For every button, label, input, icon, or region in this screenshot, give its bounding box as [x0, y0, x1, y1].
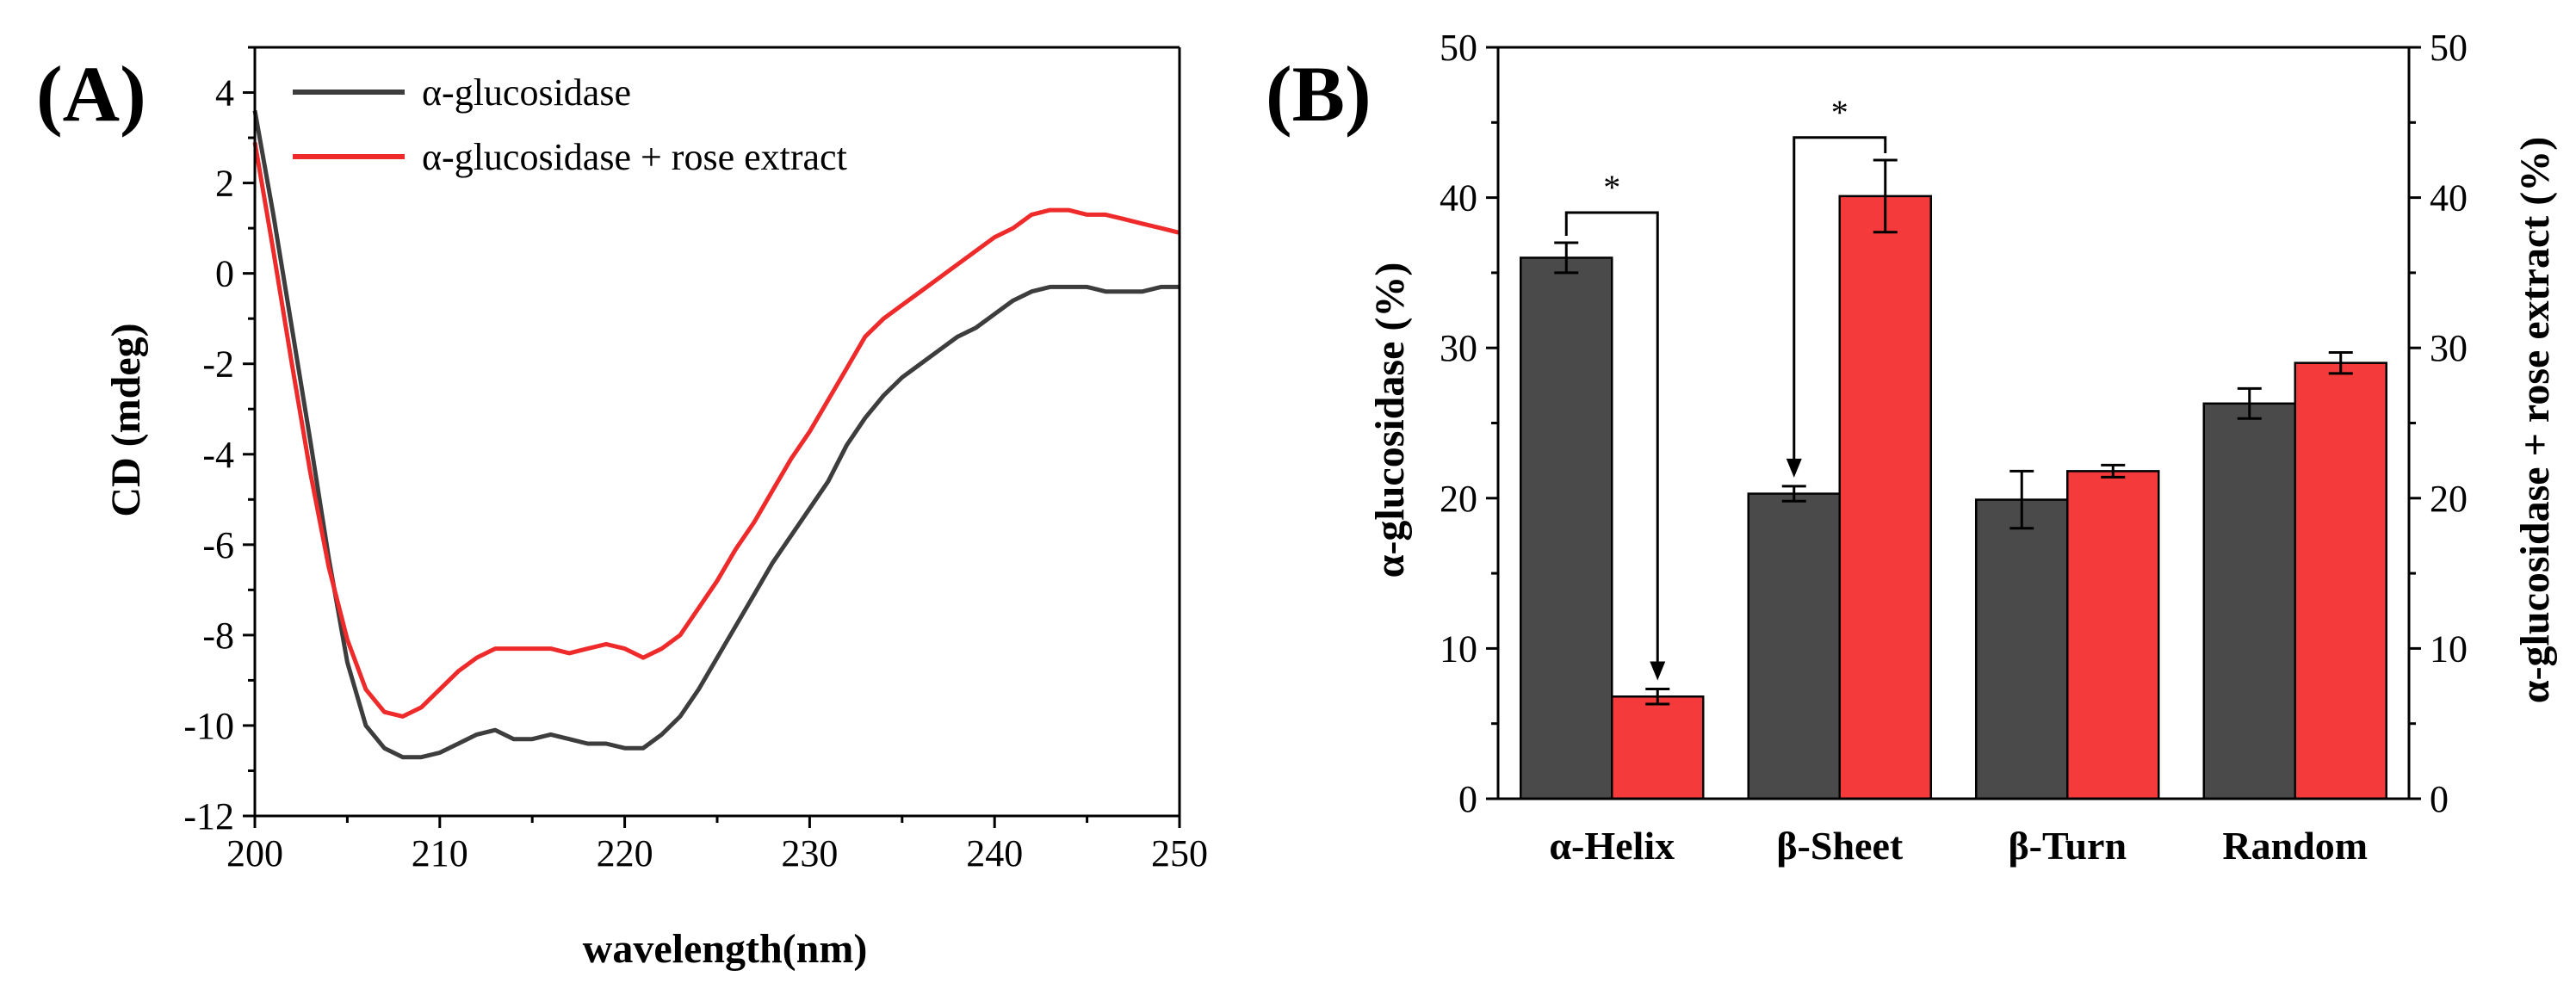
panel-b-right-tick-label: 30	[2430, 327, 2468, 369]
legend-label-1: α-glucosidase + rose extract	[422, 136, 847, 178]
bar-1-3	[2294, 361, 2387, 800]
category-label: Random	[2222, 824, 2368, 868]
category-label: β-Sheet	[1776, 824, 1904, 868]
significance-star-1: *	[1831, 93, 1848, 132]
panel-a-x-tick-label: 200	[226, 832, 283, 874]
panel-a-y-tick-label: -12	[183, 795, 234, 837]
panel-a: (A) 200 210 220 230 240 250-12-10-8-6-4-2024 …	[36, 46, 1208, 972]
panel-b-right-tick-label: 10	[2430, 627, 2468, 670]
cd-series-line-1	[252, 141, 1180, 719]
panel-b-right-axis-title: α-glucosidase + rose extract (%)	[2512, 137, 2558, 703]
panel-a-y-tick-label: 0	[215, 253, 234, 295]
bar-0-0	[1520, 256, 1613, 800]
panel-b-left-tick-label: 0	[1458, 778, 1477, 820]
panel-b-right-tick-label: 20	[2430, 478, 2468, 520]
panel-b-bars	[1520, 158, 2387, 800]
panel-a-y-axis-title: CD (mdeg)	[103, 323, 149, 516]
panel-a-y-tick-label: -10	[183, 705, 234, 747]
panel-a-x-tick-label: 230	[781, 832, 838, 874]
significance-arrowhead-1	[1786, 458, 1802, 478]
bar-0-1	[1747, 492, 1841, 800]
bar-1-1	[1838, 195, 1932, 800]
panel-a-y-tick-label: 2	[215, 163, 234, 205]
panel-a-x-tick-label: 240	[966, 832, 1023, 874]
panel-a-y-tick-label: -4	[202, 434, 234, 476]
significance-bracket-0	[1564, 211, 1659, 665]
panel-a-y-tick-label: 4	[215, 72, 234, 114]
panel-a-legend: α-glucosidase α-glucosidase + rose extrac…	[293, 71, 847, 178]
panel-a-y-tick-label: -6	[202, 524, 234, 566]
cd-series-line-0	[252, 110, 1180, 760]
panel-b-axes: α-Helix β-Sheet β-Turn Random 0 0 10 10 20 20 30 30…	[1440, 27, 2468, 868]
panel-b-left-tick-label: 50	[1440, 27, 1477, 69]
panel-b-left-tick-label: 40	[1440, 177, 1477, 219]
panel-a-y-tick-label: -2	[202, 343, 234, 386]
panel-a-series	[252, 110, 1180, 760]
panel-a-axes: 200 210 220 230 240 250 -12 -10 -8 -6 -4 -2 0 2 4	[183, 46, 1208, 874]
significance-arrowhead-0	[1650, 661, 1666, 681]
significance-bracket-1	[1793, 136, 1887, 462]
panel-b-annotations: **	[1564, 93, 1887, 681]
panel-b-label: (B)	[1266, 50, 1372, 138]
bar-1-2	[2066, 470, 2160, 800]
category-label: β-Turn	[2008, 824, 2127, 868]
panel-a-label: (A)	[36, 50, 146, 138]
panel-a-x-tick-label: 210	[412, 832, 468, 874]
category-label: α-Helix	[1549, 824, 1675, 868]
panel-b-right-tick-label: 40	[2430, 177, 2468, 219]
panel-a-y-tick-label: -8	[202, 615, 234, 657]
legend-label-0: α-glucosidase	[422, 71, 631, 114]
significance-star-0: *	[1603, 168, 1620, 207]
panel-a-x-tick-label: 220	[597, 832, 653, 874]
bar-0-2	[1975, 498, 2069, 800]
panel-b-left-tick-label: 10	[1440, 627, 1477, 670]
panel-b-left-tick-label: 30	[1440, 327, 1477, 369]
panel-b-right-tick-label: 50	[2430, 27, 2468, 69]
panel-b-right-tick-label: 0	[2430, 778, 2449, 820]
panel-a-x-axis-title: wavelength(nm)	[583, 926, 868, 972]
panel-b-left-tick-label: 20	[1440, 478, 1477, 520]
bar-0-3	[2202, 402, 2296, 800]
panel-b-left-axis-title: α-glucosidase (%)	[1367, 263, 1413, 578]
panel-b: (B) α-Helix β-Sheet β-Turn Random 0 0 10 10 20 20…	[1266, 27, 2558, 868]
panel-a-x-tick-label: 250	[1151, 832, 1208, 874]
bar-1-0	[1611, 695, 1705, 800]
